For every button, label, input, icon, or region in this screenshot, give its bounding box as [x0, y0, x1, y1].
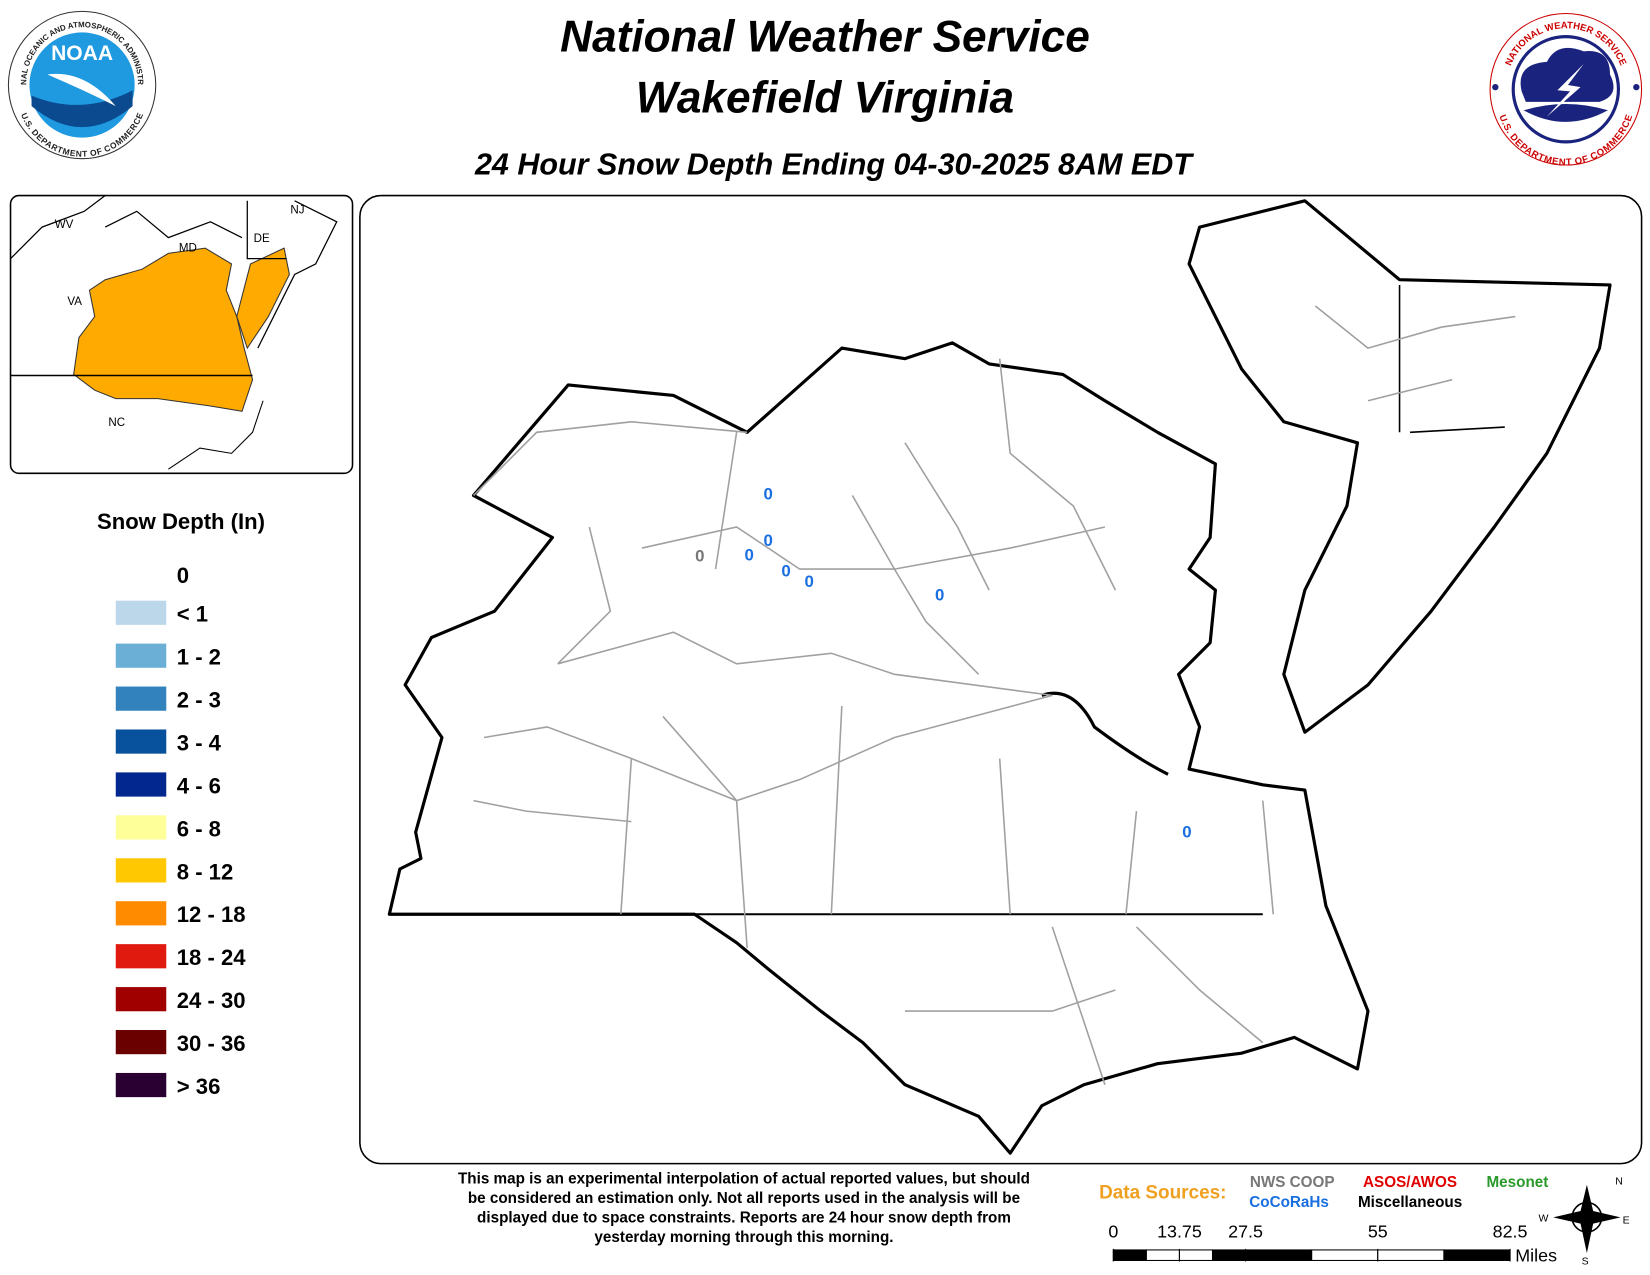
scale-tick-label: 13.75	[1157, 1221, 1202, 1241]
source-label: NWS COOP	[1250, 1174, 1335, 1191]
inset-map: WV MD DE NJ VA NC	[9, 194, 354, 475]
observation: 0	[763, 531, 772, 550]
observation: 0	[745, 546, 754, 565]
legend-swatch	[115, 815, 167, 840]
scale-tick-label: 82.5	[1493, 1221, 1528, 1241]
scale-segment	[1178, 1249, 1214, 1261]
nws-logo: NATIONAL WEATHER SERVICE U.S. DEPARTMENT…	[1489, 12, 1643, 168]
legend-swatch	[115, 944, 167, 969]
compass-label: S	[1582, 1256, 1589, 1268]
scale-segment	[1112, 1249, 1147, 1261]
scale-segment	[1145, 1249, 1180, 1261]
scale-segment	[1211, 1249, 1247, 1261]
legend-swatch	[115, 772, 167, 797]
observation: 0	[805, 572, 814, 591]
scale-segment	[1443, 1249, 1511, 1261]
source-label: Mesonet	[1486, 1174, 1548, 1191]
legend-label: > 36	[177, 1074, 221, 1099]
scale-unit: Miles	[1515, 1246, 1557, 1266]
inset-label: WV	[55, 219, 74, 231]
legend-label: < 1	[177, 602, 208, 627]
compass-rose	[1553, 1184, 1621, 1254]
source-label: CoCoRaHs	[1249, 1194, 1329, 1211]
source-label: Miscellaneous	[1358, 1194, 1462, 1211]
legend-label: 6 - 8	[177, 816, 221, 841]
inset-label: VA	[67, 296, 82, 308]
compass-label: E	[1623, 1215, 1630, 1227]
legend-label: 8 - 12	[177, 859, 233, 884]
legend-swatch	[115, 901, 167, 926]
observation: 0	[781, 561, 790, 580]
legend-label: 18 - 24	[177, 945, 246, 970]
noaa-logo: NOAA NATIONAL OCEANIC AND ATMOSPHERIC AD…	[0, 0, 157, 160]
legend-label: 4 - 6	[177, 773, 221, 798]
observation: 0	[695, 547, 704, 566]
legend-swatch	[115, 987, 167, 1012]
legend-label: 0	[177, 563, 189, 588]
legend-label: 2 - 3	[177, 688, 221, 713]
legend-swatch	[115, 729, 167, 754]
legend-swatch	[115, 643, 167, 668]
legend-label: 12 - 18	[177, 902, 246, 927]
legend-label: 24 - 30	[177, 988, 246, 1013]
office: Wakefield Virginia	[636, 73, 1014, 122]
title: National Weather Service	[560, 12, 1090, 61]
scale-segment	[1245, 1249, 1313, 1261]
legend-title: Snow Depth (In)	[97, 509, 265, 534]
observation: 0	[935, 586, 944, 605]
scale-segment	[1311, 1249, 1379, 1261]
compass-label: N	[1615, 1176, 1623, 1188]
legend-swatch	[115, 600, 167, 625]
legend-swatch	[115, 1030, 167, 1055]
legend-label: 30 - 36	[177, 1031, 246, 1056]
scale-tick-label: 0	[1108, 1221, 1118, 1241]
scale-tick-label: 27.5	[1228, 1221, 1263, 1241]
disclaimer-line: yesterday morning through this morning.	[594, 1229, 893, 1246]
sources-title: Data Sources:	[1099, 1182, 1226, 1203]
legend-swatch	[115, 686, 167, 711]
inset-label: NC	[108, 417, 125, 429]
noaa-text: NOAA	[51, 42, 113, 65]
scale-tick-label: 55	[1368, 1221, 1388, 1241]
source-label: ASOS/AWOS	[1363, 1174, 1457, 1191]
compass-label: W	[1538, 1213, 1548, 1225]
legend-swatch	[115, 1072, 167, 1098]
main-map	[387, 199, 1612, 1155]
compass-ring	[1571, 1201, 1603, 1233]
inset-label: NJ	[290, 204, 304, 216]
footer: Data Sources: N E S W Miles This map is …	[458, 1171, 1630, 1268]
observation: 0	[763, 485, 772, 504]
subtitle: 24 Hour Snow Depth Ending 04-30-2025 8AM…	[474, 147, 1194, 181]
inset-label: MD	[179, 242, 197, 254]
disclaimer-line: be considered an estimation only. Not al…	[468, 1190, 1020, 1207]
inset-label: DE	[254, 233, 270, 245]
legend-swatch	[115, 858, 167, 883]
legend: Snow Depth (In) 0 < 1 1 - 2 2 - 3 3 - 4 4 - …	[97, 509, 265, 1099]
scale-segment	[1377, 1249, 1445, 1261]
disclaimer-line: This map is an experimental interpolatio…	[458, 1171, 1030, 1188]
legend-label: 1 - 2	[177, 645, 221, 670]
observation: 0	[1182, 822, 1191, 841]
legend-label: 3 - 4	[177, 731, 222, 756]
disclaimer-line: displayed due to space constraints. Repo…	[477, 1210, 1011, 1227]
